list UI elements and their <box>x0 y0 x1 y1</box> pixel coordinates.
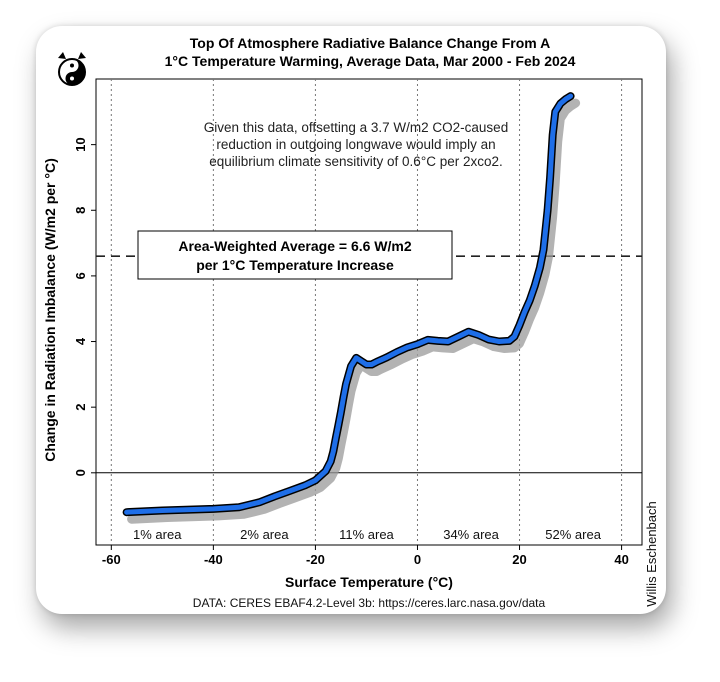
chart: Top Of Atmosphere Radiative Balance Chan… <box>42 35 659 610</box>
series-0-shadow <box>127 98 581 524</box>
plot-area <box>95 78 643 546</box>
annotation-text-line-1: Given this data, offsetting a 3.7 W/m2 C… <box>204 120 508 135</box>
annotation-text-line-2: reduction in outgoing longwave would imp… <box>216 137 495 152</box>
author-logo-icon <box>58 52 86 86</box>
region-label-3: 34% area <box>443 527 499 542</box>
y-tick-label-1: 2 <box>73 404 88 411</box>
y-tick-layer: 0 2 4 6 8 10 <box>73 137 96 476</box>
x-tick-label-2: -20 <box>306 552 325 567</box>
region-label-4: 52% area <box>545 527 601 542</box>
y-tick-label-3: 6 <box>73 272 88 279</box>
y-tick-label-0: 0 <box>73 469 88 476</box>
x-tick-label-3: 0 <box>414 552 421 567</box>
annotation-box-line-2: per 1°C Temperature Increase <box>196 257 394 273</box>
y-tick-label-2: 4 <box>73 337 88 345</box>
annotation-box-line-1: Area-Weighted Average = 6.6 W/m2 <box>178 238 411 254</box>
chart-card: Top Of Atmosphere Radiative Balance Chan… <box>36 26 666 614</box>
chart-title-line-2: 1°C Temperature Warming, Average Data, M… <box>165 53 576 69</box>
series-layer <box>122 92 581 524</box>
x-tick-label-4: 20 <box>512 552 526 567</box>
x-tick-label-5: 40 <box>614 552 628 567</box>
y-axis-label: Change in Radiation Imbalance (W/m2 per … <box>42 158 58 462</box>
region-label-2: 11% area <box>339 527 394 542</box>
x-tick-layer: -60 -40 -20 0 20 40 <box>102 545 629 567</box>
region-label-1: 2% area <box>240 527 289 542</box>
region-label-0: 1% area <box>133 527 182 542</box>
y-tick-label-4: 8 <box>73 207 88 214</box>
annotation-text-line-3: equilibrium climate sensitivity of 0.6°C… <box>209 154 503 169</box>
x-tick-label-1: -40 <box>204 552 223 567</box>
series-0-line <box>124 93 574 515</box>
x-tick-label-0: -60 <box>102 552 121 567</box>
author-credit: Willis Eschenbach <box>644 501 659 607</box>
x-axis-label: Surface Temperature (°C) <box>285 574 453 590</box>
data-source-note: DATA: CERES EBAF4.2-Level 3b: https://ce… <box>193 596 546 610</box>
region-label-layer: 1% area 2% area 11% area 34% area 52% area <box>133 527 602 542</box>
y-tick-label-5: 10 <box>73 137 88 151</box>
annotation-box <box>137 230 453 280</box>
chart-title-line-1: Top Of Atmosphere Radiative Balance Chan… <box>190 35 550 51</box>
